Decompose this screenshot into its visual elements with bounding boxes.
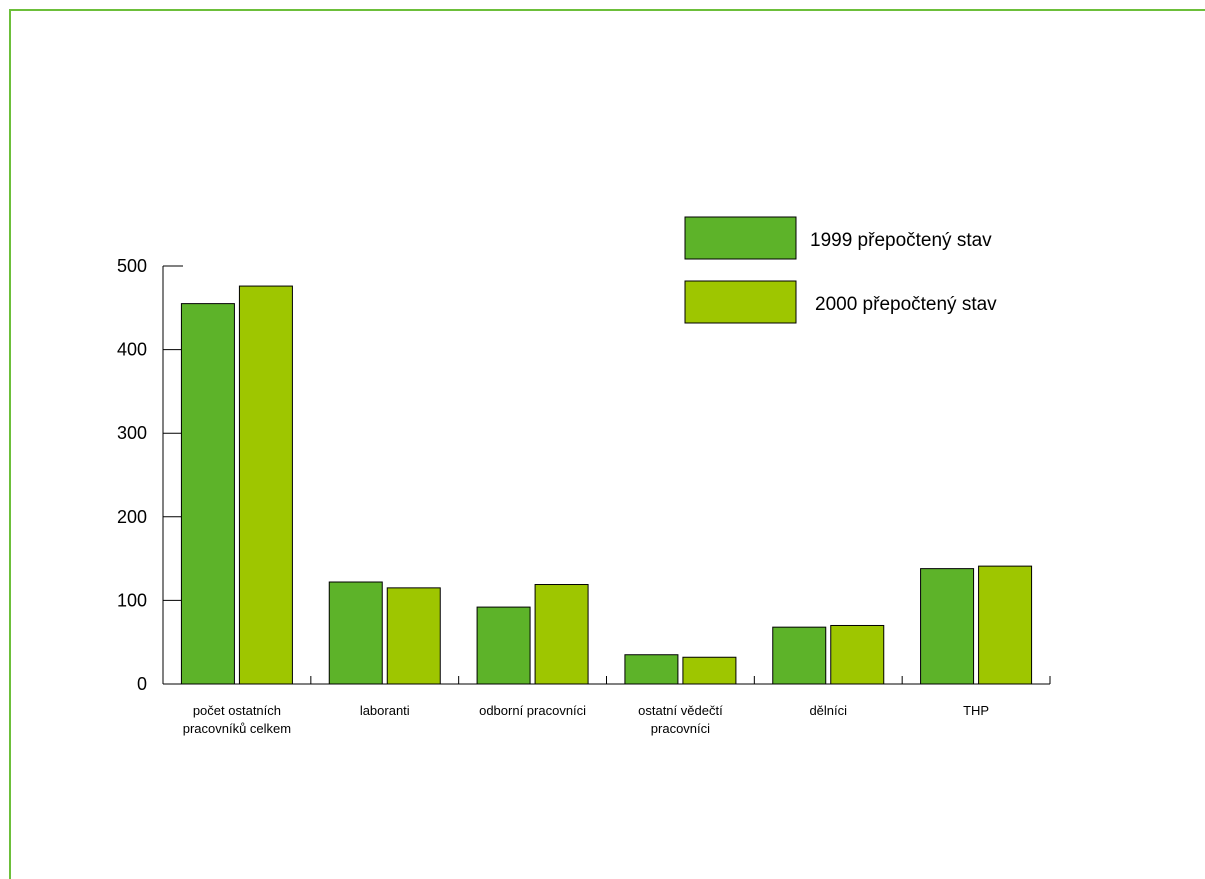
slide-frame <box>9 9 1205 879</box>
bars <box>180 285 1033 685</box>
y-tick-label: 400 <box>117 340 147 360</box>
bar <box>386 587 441 685</box>
y-tick-label: 500 <box>117 256 147 276</box>
bar <box>476 606 531 685</box>
category-labels: počet ostatních pracovníků celkem laborant… <box>183 703 989 736</box>
bar <box>920 568 975 685</box>
x-category-label: dělníci <box>809 703 847 718</box>
legend: 1999 přepočtený stav 2000 přepočtený stav <box>684 216 997 324</box>
y-tick-label: 0 <box>137 674 147 694</box>
bar <box>238 285 293 685</box>
y-tick-label: 100 <box>117 590 147 610</box>
x-category-label: počet ostatních pracovníků celkem <box>183 703 291 736</box>
bar <box>978 565 1033 685</box>
legend-label: 2000 přepočtený stav <box>815 294 997 315</box>
legend-swatch <box>684 280 797 324</box>
x-category-label: ostatní vědečtí pracovníci <box>638 703 723 736</box>
bar <box>830 624 885 685</box>
x-axis <box>163 676 1051 685</box>
bar <box>624 654 679 685</box>
bar <box>328 581 383 685</box>
bar <box>534 584 589 685</box>
legend-label: 1999 přepočtený stav <box>810 230 992 251</box>
x-category-label: THP <box>963 703 989 718</box>
bar <box>682 656 737 685</box>
bar <box>772 626 827 685</box>
bar <box>180 303 235 685</box>
y-tick-label: 200 <box>117 507 147 527</box>
legend-swatch <box>684 216 797 260</box>
x-category-label: laboranti <box>360 703 410 718</box>
y-axis: 0 100 200 300 400 500 <box>117 256 183 694</box>
x-category-label: odborní pracovníci <box>479 703 586 718</box>
y-tick-label: 300 <box>117 423 147 443</box>
